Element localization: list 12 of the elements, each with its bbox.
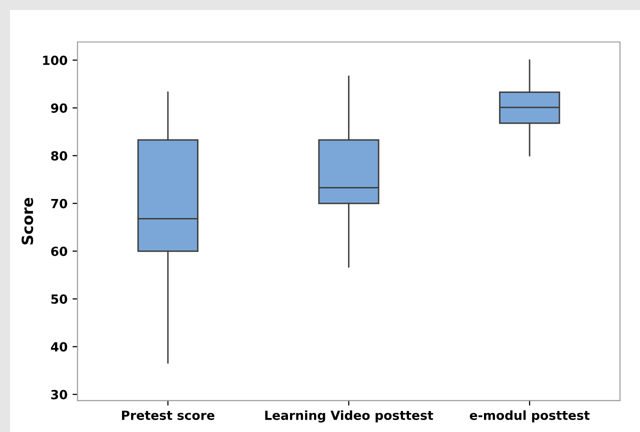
x-tick-label: Pretest score bbox=[122, 410, 214, 420]
x-tick-label: Learning Video posttest bbox=[265, 410, 434, 423]
y-tick-label: 100 bbox=[43, 56, 68, 66]
y-tick-label: 60 bbox=[51, 246, 68, 256]
y-tick-label: 70 bbox=[51, 198, 68, 208]
y-tick-label: 80 bbox=[51, 151, 68, 161]
x-tick-label: e-modul posttest bbox=[470, 410, 590, 422]
y-axis-title: Score bbox=[22, 198, 34, 244]
y-tick-label: 30 bbox=[51, 390, 68, 400]
y-tick-label: 90 bbox=[51, 103, 68, 113]
y-tick-label: 50 bbox=[51, 294, 68, 304]
y-tick-label: 40 bbox=[50, 342, 68, 352]
